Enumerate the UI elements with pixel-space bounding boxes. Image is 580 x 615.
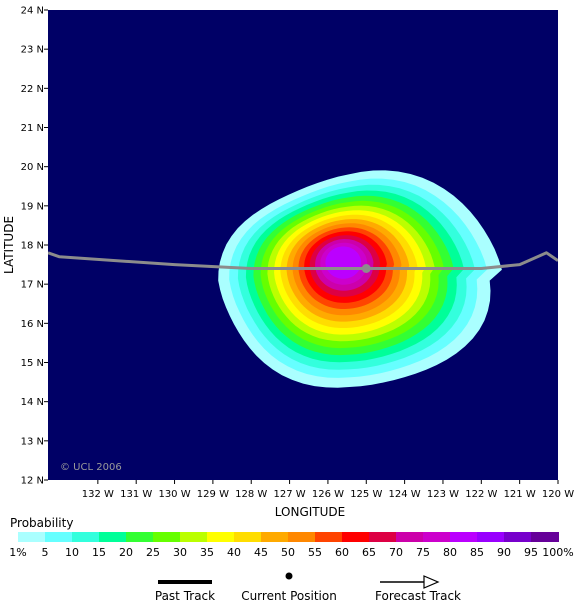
y-tick-label: 17 N: [21, 280, 44, 291]
colorbar-swatch: [531, 532, 559, 542]
y-axis: 12 N 13 N 14 N 15 N 16 N 17 N 18 N 19 N 20 N 21 N…: [21, 6, 48, 487]
x-tick-label: 132 W: [82, 489, 114, 500]
colorbar-swatch: [342, 532, 370, 542]
colorbar-label: 95: [524, 546, 538, 559]
colorbar-swatch: [288, 532, 316, 542]
colorbar-label: 85: [470, 546, 484, 559]
x-tick-label: 125 W: [350, 489, 382, 500]
x-tick-label: 130 W: [158, 489, 190, 500]
x-tick-label: 127 W: [274, 489, 306, 500]
colorbar-swatch: [369, 532, 397, 542]
colorbar-label: 5: [41, 546, 49, 559]
current-position-key-dot: [285, 572, 293, 580]
colorbar-label: 1%: [9, 546, 27, 559]
y-tick-label: 12 N: [21, 476, 44, 487]
colorbar-swatch: [153, 532, 181, 542]
colorbar-swatch: [99, 532, 127, 542]
colorbar-label: 50: [281, 546, 295, 559]
colorbar-swatch: [45, 532, 73, 542]
colorbar-swatch: [72, 532, 100, 542]
colorbar-swatch: [261, 532, 289, 542]
legend-title: Probability: [10, 516, 74, 530]
colorbar-swatch: [450, 532, 478, 542]
colorbar-swatch: [18, 532, 46, 542]
colorbar-swatch: [126, 532, 154, 542]
colorbar-label: 55: [308, 546, 322, 559]
colorbar-label: 25: [146, 546, 160, 559]
x-axis: 132 W 131 W 130 W 129 W 128 W 127 W 126 W 125 W…: [82, 480, 574, 500]
colorbar-label: 20: [119, 546, 133, 559]
colorbar-swatch: [396, 532, 424, 542]
y-tick-label: 20 N: [21, 162, 44, 173]
y-tick-label: 19 N: [21, 201, 44, 212]
x-axis-title: LONGITUDE: [275, 505, 345, 519]
colorbar-label: 40: [227, 546, 241, 559]
colorbar-label: 30: [173, 546, 187, 559]
colorbar-swatch: [207, 532, 235, 542]
y-tick-label: 13 N: [21, 436, 44, 447]
x-tick-label: 123 W: [427, 489, 459, 500]
colorbar-swatch: [315, 532, 343, 542]
y-tick-label: 16 N: [21, 319, 44, 330]
y-tick-label: 24 N: [21, 6, 44, 17]
colorbar-label: 10: [65, 546, 79, 559]
colorbar-label: 100%: [542, 546, 574, 559]
x-tick-label: 122 W: [465, 489, 497, 500]
colorbar-label: 70: [389, 546, 403, 559]
colorbar-swatch: [423, 532, 451, 542]
storm-track: [48, 251, 558, 273]
probability-contours: [218, 170, 502, 388]
x-tick-label: 129 W: [197, 489, 229, 500]
colorbar-swatch: [180, 532, 208, 542]
current-position-marker: [361, 264, 371, 273]
colorbar-label: 75: [416, 546, 430, 559]
past-track-label: Past Track: [154, 589, 216, 603]
forecast-track-arrow-icon: [423, 575, 440, 589]
copyright-text: © UCL 2006: [60, 462, 122, 473]
colorbar-label: 90: [497, 546, 511, 559]
colorbar-label: 60: [335, 546, 349, 559]
x-tick-label: 128 W: [235, 489, 267, 500]
current-position-label: Current Position: [241, 589, 337, 603]
colorbar-label: 35: [200, 546, 214, 559]
colorbar-label: 80: [443, 546, 457, 559]
y-tick-label: 14 N: [21, 397, 44, 408]
y-tick-label: 15 N: [21, 358, 44, 369]
colorbar-swatch: [477, 532, 505, 542]
colorbar-label: 45: [254, 546, 268, 559]
y-tick-label: 21 N: [21, 123, 44, 134]
y-tick-label: 18 N: [21, 241, 44, 252]
x-tick-label: 124 W: [389, 489, 421, 500]
y-tick-label: 22 N: [21, 84, 44, 95]
x-tick-label: 121 W: [504, 489, 536, 500]
x-tick-label: 126 W: [312, 489, 344, 500]
colorbar-label: 15: [92, 546, 106, 559]
y-axis-title: LATITUDE: [2, 216, 16, 274]
x-tick-label: 120 W: [542, 489, 574, 500]
colorbar-swatch: [504, 532, 532, 542]
contour-80-percent: [325, 246, 362, 279]
y-tick-label: 23 N: [21, 45, 44, 56]
x-tick-label: 131 W: [120, 489, 152, 500]
forecast-track-label: Forecast Track: [375, 589, 461, 603]
colorbar-swatch: [234, 532, 262, 542]
colorbar-label: 65: [362, 546, 376, 559]
